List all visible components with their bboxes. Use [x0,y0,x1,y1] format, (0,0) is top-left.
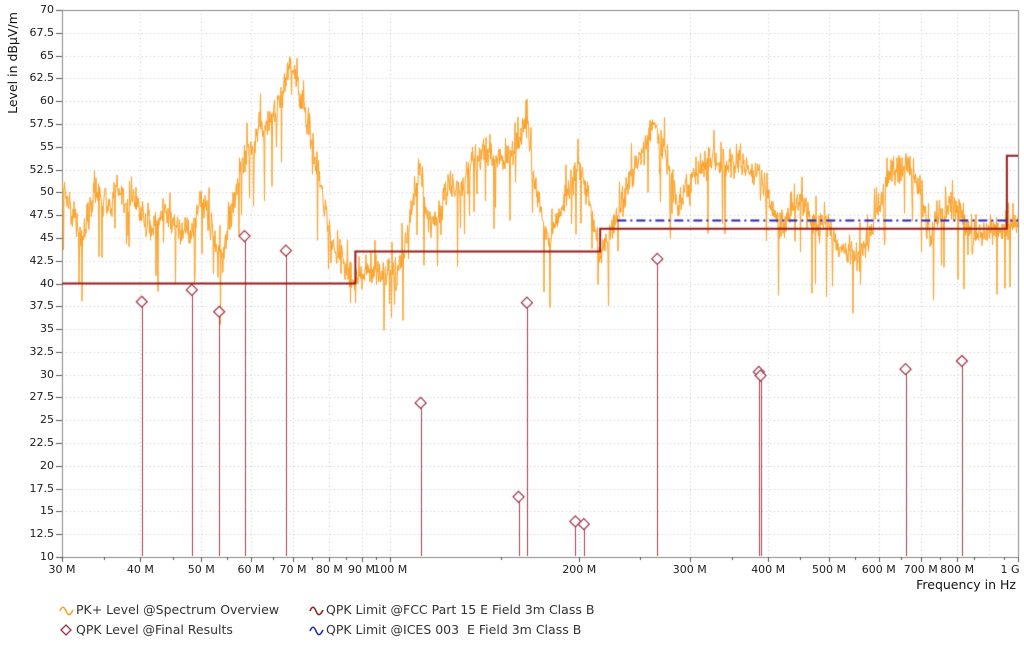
x-tick-label: 80 M [315,563,343,576]
x-tick-label: 100 M [373,563,408,576]
x-axis-title: Frequency in Hz [916,577,1016,592]
y-tick-label: 12.5 [29,527,55,541]
open-diamond-icon [58,622,76,636]
y-tick-label: 45 [40,230,54,244]
y-tick-label: 47.5 [29,208,55,222]
y-tick-label: 22.5 [29,436,55,450]
x-tick-label: 70 M [279,563,307,576]
legend-item-ices-limit: QPK Limit @ICES 003 E Field 3m Class B [308,620,581,638]
y-tick-label: 70 [40,3,54,16]
blue-squiggle-icon [308,622,326,636]
y-tick-label: 30 [40,367,54,381]
x-tick-label: 400 M [751,563,786,576]
y-tick-label: 67.5 [29,25,55,39]
y-tick-label: 55 [40,139,54,153]
y-tick-label: 60 [40,94,54,108]
y-tick-label: 20 [40,458,54,472]
x-tick-label: 1 G [1000,563,1020,576]
x-tick-label: 50 M [187,563,215,576]
y-tick-label: 50 [40,185,54,199]
y-tick-label: 52.5 [29,162,55,176]
legend-item-qpk-level: QPK Level @Final Results [58,620,233,638]
x-tick-label: 800 M [940,563,975,576]
x-tick-label: 300 M [672,563,707,576]
red-squiggle-icon [308,602,326,616]
y-tick-label: 35 [40,322,54,336]
legend-label: QPK Limit @ICES 003 E Field 3m Class B [326,621,582,637]
x-tick-label: 200 M [562,563,597,576]
y-tick-label: 15 [40,504,54,518]
x-tick-label: 700 M [903,563,938,576]
y-tick-label: 10 [40,550,54,563]
y-tick-label: 57.5 [29,116,55,130]
y-tick-label: 40 [40,276,54,290]
y-tick-label: 65 [40,48,54,62]
y-tick-label: 27.5 [29,390,55,404]
x-tick-label: 90 M [348,563,375,576]
x-tick-label: 30 M [48,563,76,576]
legend-label: QPK Level @Final Results [76,621,233,637]
legend-label: QPK Limit @FCC Part 15 E Field 3m Class … [326,601,595,617]
x-tick-label: 60 M [237,563,265,576]
y-tick-label: 17.5 [29,481,55,495]
legend-item-fcc-limit: QPK Limit @FCC Part 15 E Field 3m Class … [308,600,594,618]
y-tick-label: 42.5 [29,253,55,267]
orange-squiggle-icon [58,602,76,616]
y-tick-label: 37.5 [29,299,55,313]
x-tick-label: 500 M [812,563,846,576]
x-tick-label: 40 M [126,563,154,576]
legend-item-pk-level: PK+ Level @Spectrum Overview [58,600,279,618]
y-tick-label: 32.5 [29,344,55,358]
y-tick-label: 25 [40,413,54,427]
y-tick-label: 62.5 [29,71,55,85]
x-tick-label: 600 M [861,563,896,576]
legend-label: PK+ Level @Spectrum Overview [76,601,280,617]
